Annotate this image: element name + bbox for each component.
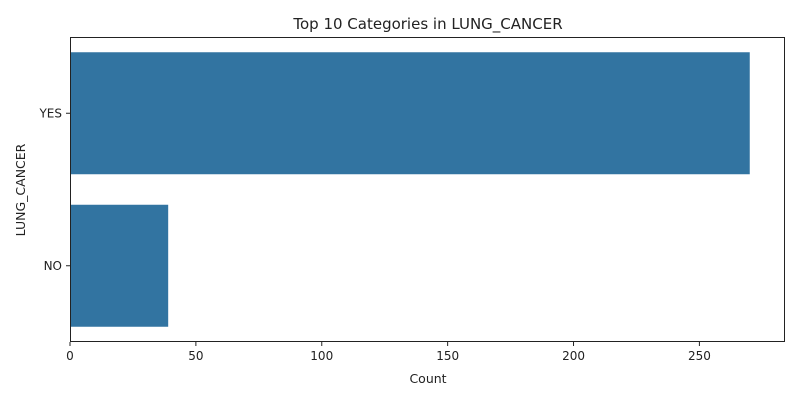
bar-no [70,204,169,327]
x-tick-label: 250 [688,349,711,363]
x-tick-label: 150 [436,349,459,363]
x-axis-title: Count [409,371,446,386]
y-ticks-group: YES NO [38,106,70,273]
y-tick-label: YES [38,106,62,120]
y-tick-label: NO [44,259,62,273]
x-tick-label: 100 [310,349,333,363]
x-tick-label: 200 [562,349,585,363]
x-tick-label: 0 [66,349,74,363]
bar-yes [70,52,750,175]
y-axis-title: LUNG_CANCER [13,143,28,236]
chart-title: Top 10 Categories in LUNG_CANCER [292,15,562,34]
bars-group [70,52,750,327]
x-ticks-group: 0 50 100 150 200 250 [66,342,711,363]
x-tick-label: 50 [188,349,203,363]
